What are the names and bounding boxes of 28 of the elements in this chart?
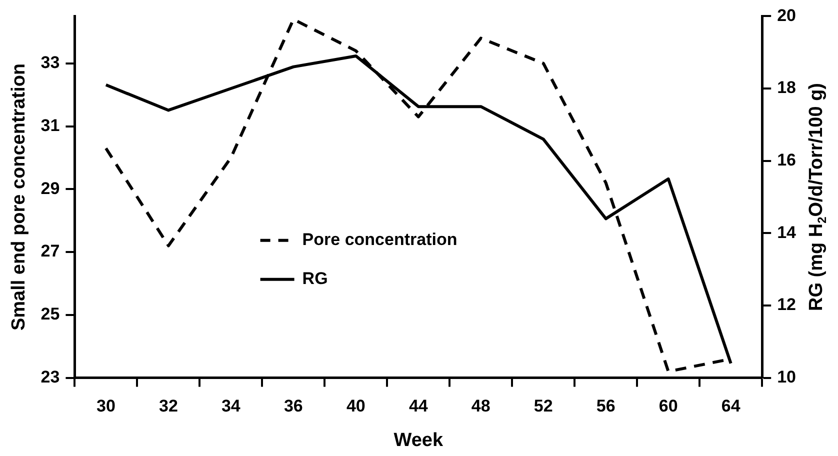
y-tick-label: 33 [40,53,60,72]
legend-label: Pore concentration [302,230,458,250]
y2-tick-label: 18 [777,78,796,98]
x-tick-label: 52 [534,396,553,416]
x-tick-label: 44 [408,396,428,416]
y2-axis-title: RG (mg H2O/d/Torr/100 g) [806,82,829,311]
x-tick-label: 40 [346,396,366,416]
y2-tick-label: 16 [777,150,796,170]
y-tick-label: 25 [40,304,60,324]
y-axis-title: Small end pore concentration [8,63,30,331]
y2-tick-label: 10 [777,367,796,386]
legend-label: RG [302,269,328,288]
x-tick-label: 34 [221,396,241,416]
x-tick-label: 56 [596,396,616,416]
y2-tick-label: 20 [777,6,796,25]
x-tick-label: 32 [158,396,178,416]
x-tick-label: 64 [721,396,741,416]
y-tick-label: 29 [40,178,60,198]
y-tick-label: 27 [40,242,60,261]
x-tick-label: 30 [96,396,116,416]
x-tick-label: 36 [284,396,303,416]
y-tick-label: 23 [40,367,60,386]
y2-tick-label: 14 [777,222,797,242]
x-tick-label: 48 [471,396,490,416]
x-axis-title: Week [394,430,444,451]
x-tick-label: 60 [658,396,678,416]
y2-tick-label: 12 [777,295,796,314]
y-tick-label: 31 [40,116,60,135]
